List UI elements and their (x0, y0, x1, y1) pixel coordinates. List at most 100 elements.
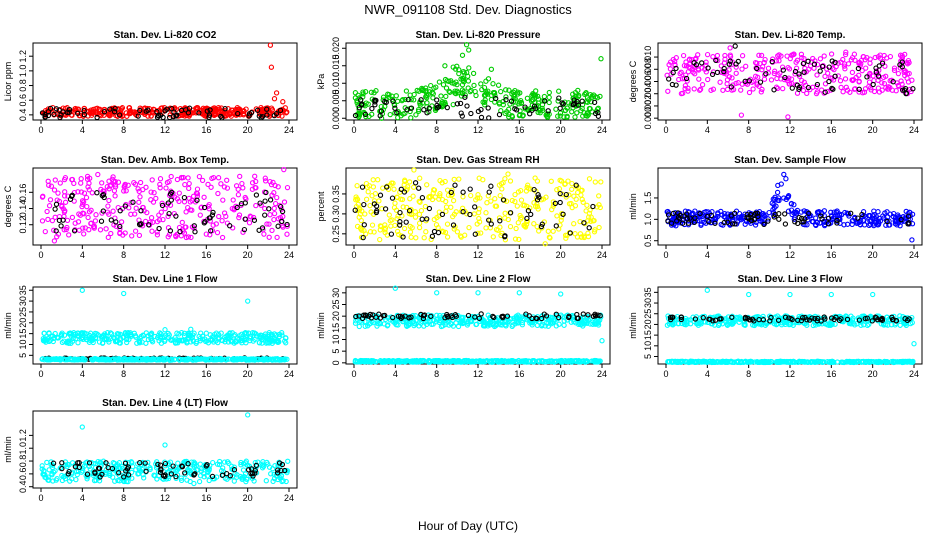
data-point (359, 184, 366, 190)
data-point (503, 97, 509, 103)
data-point (768, 77, 775, 83)
data-point (563, 191, 569, 198)
data-point (52, 214, 58, 220)
x-tick-label: 24 (597, 250, 607, 260)
data-point (434, 102, 440, 109)
x-tick-label: 20 (868, 125, 878, 135)
data-point (525, 182, 531, 188)
data-point (870, 291, 876, 298)
data-point (210, 174, 217, 181)
data-point (890, 316, 896, 323)
data-point (354, 183, 360, 189)
data-point (149, 228, 155, 234)
data-point (278, 203, 284, 210)
data-point (428, 82, 434, 89)
data-point (453, 79, 459, 85)
data-point (218, 330, 224, 336)
data-point (52, 206, 58, 212)
data-point (424, 182, 430, 188)
data-point (190, 338, 197, 344)
data-point (804, 317, 810, 323)
data-point (419, 216, 425, 222)
data-point (426, 89, 433, 95)
data-point (272, 200, 279, 207)
data-point (592, 179, 598, 185)
y-tick-label: 30 (18, 296, 28, 306)
x-tick-label: 0 (351, 250, 356, 260)
data-point (277, 202, 283, 209)
data-point (70, 335, 76, 342)
data-point (911, 341, 917, 347)
data-point (242, 216, 248, 222)
data-point (267, 42, 274, 48)
data-point (266, 206, 272, 212)
data-point (478, 311, 484, 317)
data-point (673, 55, 679, 61)
data-point (830, 86, 836, 92)
data-point (463, 359, 469, 365)
data-point (538, 322, 544, 329)
data-point (812, 359, 818, 365)
data-point (591, 99, 598, 106)
data-point (186, 180, 192, 187)
data-point (558, 291, 564, 297)
data-point (78, 189, 85, 195)
data-point (720, 222, 726, 228)
data-point (398, 113, 404, 119)
data-point (363, 358, 370, 364)
data-point (358, 358, 364, 364)
data-point (893, 219, 899, 225)
data-point (216, 213, 222, 220)
data-point (801, 79, 807, 85)
data-point (83, 334, 90, 341)
data-point (675, 320, 682, 327)
data-point (210, 222, 216, 228)
data-point (771, 87, 777, 93)
data-point (527, 320, 533, 326)
data-point (280, 99, 286, 105)
x-tick-label: 12 (160, 125, 170, 135)
data-point (185, 110, 192, 116)
x-tick-label: 16 (514, 250, 524, 260)
data-point (262, 178, 269, 184)
data-point (879, 60, 886, 66)
data-point (535, 192, 541, 198)
data-point (228, 337, 234, 344)
data-point (106, 197, 112, 204)
x-tick-label: 0 (351, 125, 356, 135)
data-point (805, 58, 811, 64)
data-point (179, 110, 185, 116)
data-point (397, 222, 403, 228)
series-0 (353, 167, 604, 247)
data-point (231, 340, 237, 346)
data-point (108, 217, 114, 223)
data-point (460, 189, 466, 195)
data-point (176, 357, 183, 363)
data-point (69, 338, 76, 344)
data-point (715, 57, 721, 64)
data-point (392, 222, 398, 229)
data-point (275, 184, 281, 190)
data-point (486, 115, 492, 121)
data-point (497, 218, 503, 224)
data-point (382, 312, 388, 319)
data-point (875, 219, 882, 225)
data-point (554, 213, 560, 219)
data-point (695, 66, 702, 72)
data-point (549, 320, 556, 326)
data-point (181, 199, 188, 205)
data-point (86, 209, 93, 215)
data-point (78, 330, 84, 336)
data-point (157, 176, 164, 182)
data-point (81, 112, 88, 118)
y-tick-label: 0.004 (643, 82, 653, 105)
data-point (887, 211, 893, 217)
data-point (374, 323, 380, 329)
data-point (102, 106, 108, 113)
data-point (678, 316, 684, 323)
y-tick-label: 0.000 (643, 107, 653, 130)
data-point (579, 98, 585, 104)
data-point (61, 193, 68, 199)
series-1 (665, 210, 912, 228)
data-point (377, 192, 384, 198)
